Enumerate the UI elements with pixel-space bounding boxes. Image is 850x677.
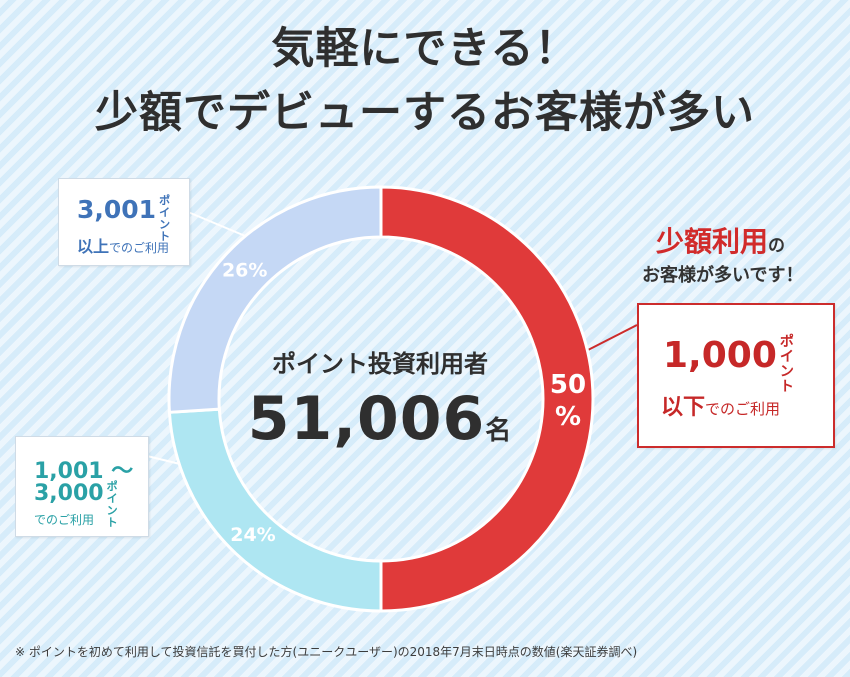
card-mid-number: 3,000 bbox=[34, 481, 104, 506]
connector-mid bbox=[146, 455, 181, 465]
card-mid-unit: ポイント bbox=[106, 480, 118, 529]
card-mid-range-start: 1,001 〜 bbox=[34, 459, 134, 484]
footnote: ※ ポイントを初めて利用して投資信託を買付した方(ユニークユーザー)の2018年… bbox=[15, 645, 638, 659]
card-red-suffix: でのご利用 bbox=[705, 400, 781, 418]
card-red-number: 1,000 bbox=[663, 335, 777, 376]
card-red-unit: ポイント bbox=[779, 334, 794, 395]
card-top-number: 3,001 bbox=[77, 195, 157, 224]
user-count: 51,006 bbox=[247, 384, 486, 454]
card-top-suffix: でのご利用 bbox=[109, 241, 170, 255]
legend-card-under-1000: 1,000 ポイント 以下でのご利用 bbox=[637, 303, 835, 448]
chart-center-title: ポイント投資利用者 bbox=[272, 350, 488, 378]
headline-line2: 少額でデビューするお客様が多い bbox=[95, 88, 755, 138]
callout-subtext: お客様が多いです！ bbox=[642, 265, 804, 286]
card-top-unit: ポイント bbox=[159, 194, 171, 243]
headline-line1: 気軽にできる！ bbox=[271, 24, 579, 74]
chart-center-count: 51,006名 bbox=[200, 384, 560, 454]
donut-slice-0 bbox=[379, 185, 595, 613]
donut-slice-label-0: 50% bbox=[550, 370, 586, 432]
card-red-qualifier: 以下 bbox=[661, 395, 706, 420]
card-mid-suffix: でのご利用 bbox=[34, 513, 95, 527]
donut-slice-2 bbox=[167, 185, 383, 414]
legend-card-over-3000: 3,001 ポイント 以上でのご利用 bbox=[58, 178, 190, 266]
user-count-unit: 名 bbox=[485, 416, 513, 446]
donut-slice-label-1: 24% bbox=[230, 524, 275, 546]
connector-lines bbox=[146, 211, 638, 465]
connector-top bbox=[187, 211, 251, 239]
callout-heading: 少額利用の bbox=[656, 220, 785, 260]
legend-card-1001-3000: 1,001 〜 3,000 ポイント でのご利用 bbox=[15, 436, 149, 537]
card-top-qualifier: 以上 bbox=[77, 237, 110, 256]
connector-red bbox=[587, 324, 638, 351]
donut-slice-label-2: 26% bbox=[222, 259, 267, 281]
callout-particle: の bbox=[768, 236, 786, 256]
callout-emphasis: 少額利用 bbox=[656, 225, 769, 258]
